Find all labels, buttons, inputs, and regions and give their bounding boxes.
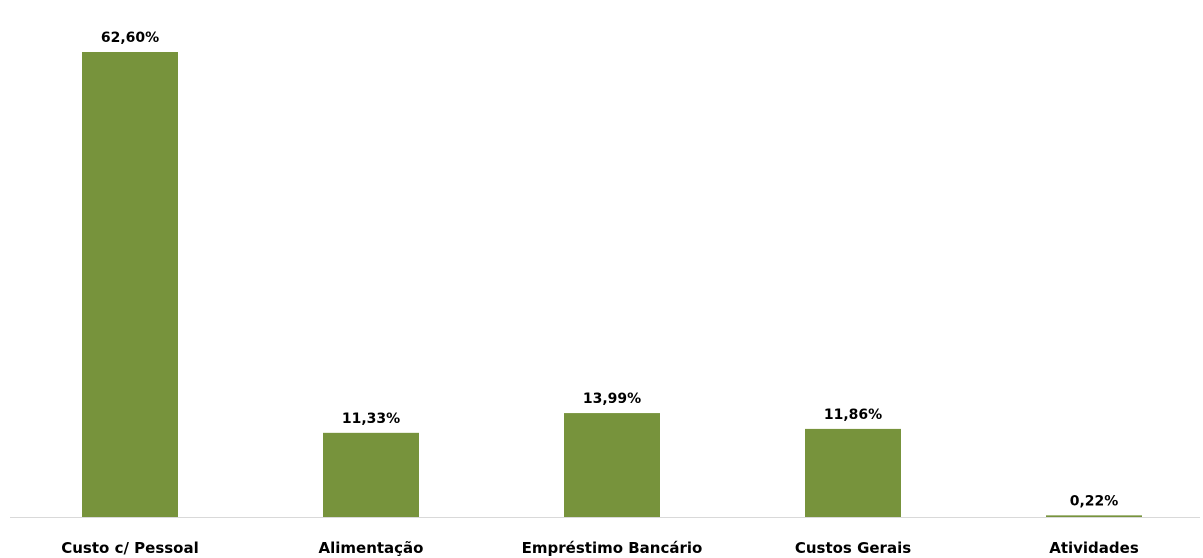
data-label-0: 62,60% — [101, 30, 159, 46]
bar-1 — [323, 432, 419, 517]
data-label-2: 13,99% — [583, 391, 641, 407]
data-labels-group: 62,60% 11,33% 13,99% 11,86% 0,22% — [101, 30, 1118, 509]
bar-0 — [82, 52, 178, 517]
category-label-1: Alimentação — [319, 539, 424, 557]
bar-3 — [805, 428, 901, 517]
category-label-2: Empréstimo Bancário — [522, 539, 703, 557]
category-label-3: Custos Gerais — [795, 539, 911, 557]
data-label-4: 0,22% — [1070, 493, 1119, 509]
bar-4 — [1046, 515, 1142, 517]
bar-2 — [564, 413, 660, 517]
category-label-4: Atividades — [1049, 539, 1139, 557]
data-label-3: 11,86% — [824, 407, 882, 423]
category-label-0: Custo c/ Pessoal — [61, 539, 199, 557]
category-labels-group: Custo c/ Pessoal Alimentação Empréstimo Ba… — [61, 539, 1139, 557]
data-label-1: 11,33% — [342, 411, 400, 427]
bars-group — [82, 52, 1142, 517]
